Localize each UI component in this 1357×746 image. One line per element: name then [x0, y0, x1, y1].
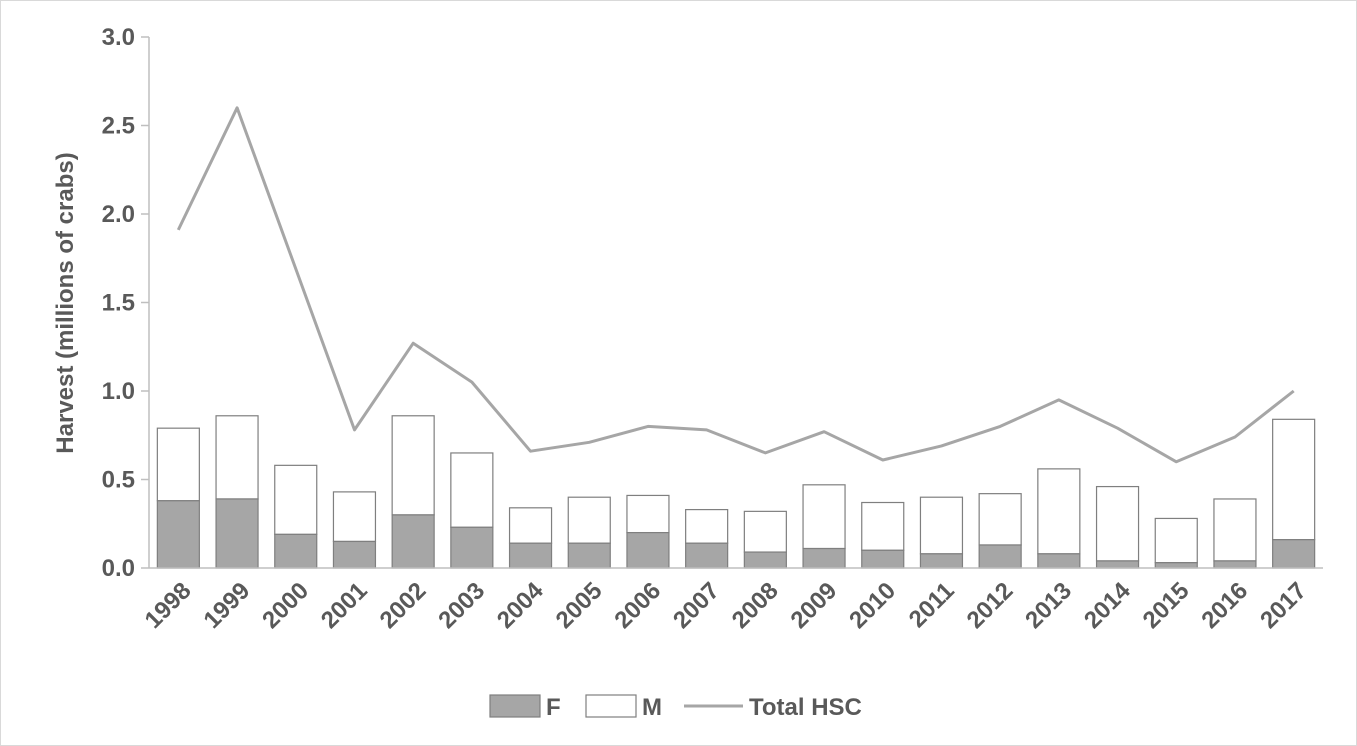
bar-m — [1213, 498, 1257, 562]
x-tick-label: 2015 — [1138, 577, 1195, 634]
bar-m — [508, 507, 553, 544]
legend-label-total-hsc: Total HSC — [749, 694, 862, 721]
bar-f — [626, 531, 670, 569]
bar-m — [567, 496, 611, 544]
legend-swatch-f — [489, 694, 541, 718]
y-axis-title-group: Harvest (millions of crabs) — [52, 152, 79, 453]
bar-m — [1154, 517, 1198, 564]
bar-f — [685, 542, 729, 569]
bar-m — [391, 415, 435, 516]
bar-m — [156, 427, 200, 502]
bar-f — [450, 526, 494, 569]
x-tick-label: 2010 — [844, 577, 901, 634]
bar-m — [332, 491, 377, 543]
bar-f — [156, 500, 200, 569]
bar-f — [567, 542, 611, 569]
bar-m — [861, 501, 905, 551]
line-total-hsc — [176, 106, 1295, 464]
bar-f — [332, 540, 377, 569]
x-tick-label: 2003 — [433, 577, 490, 634]
x-tick-label: 2014 — [1079, 577, 1136, 634]
y-axis-title: Harvest (millions of crabs) — [52, 152, 79, 453]
bar-m — [1272, 418, 1316, 541]
bar-f — [1213, 560, 1257, 569]
legend-swatch-m — [585, 694, 637, 718]
bar-f — [274, 533, 318, 569]
x-tick-label: 2016 — [1196, 577, 1253, 634]
x-tick-label: 2017 — [1255, 577, 1312, 634]
bar-f — [215, 498, 259, 569]
bar-m — [626, 494, 670, 534]
bar-m — [802, 484, 846, 550]
y-tick-label: 2.5 — [102, 113, 135, 140]
legend-label-m: M — [642, 694, 662, 721]
bar-f — [978, 544, 1022, 569]
x-tick-label: 2011 — [904, 577, 960, 633]
legend: F M Total HSC — [489, 694, 862, 721]
total-line-layer — [176, 106, 1295, 464]
y-tick-label: 1.0 — [102, 378, 135, 405]
x-axis: 1998 1999 2000 2001 2002 2003 2004 2005 2006 2007… — [140, 567, 1323, 634]
bar-m — [1037, 468, 1081, 555]
x-tick-label: 2004 — [492, 577, 549, 634]
y-tick-label: 0.5 — [102, 467, 135, 494]
bar-f — [1272, 539, 1316, 569]
x-tick-label: 2008 — [727, 577, 784, 634]
x-tick-label: 1999 — [198, 577, 255, 634]
y-axis: 0.0 0.5 1.0 1.5 2.0 2.5 3.0 — [102, 24, 150, 582]
bars — [156, 415, 1316, 569]
x-tick-label: 2002 — [375, 577, 432, 634]
bar-f — [802, 547, 846, 569]
x-tick-label: 2005 — [551, 577, 608, 634]
x-tick-label: 2001 — [316, 577, 373, 634]
x-tick-label: 2013 — [1020, 577, 1077, 634]
x-tick-label: 2006 — [609, 577, 666, 634]
bar-m — [215, 415, 259, 500]
bar-m — [450, 452, 494, 528]
bar-m — [274, 464, 318, 535]
bar-f — [508, 542, 553, 569]
bar-f — [919, 553, 964, 569]
bar-f — [861, 549, 905, 569]
y-tick-label: 3.0 — [102, 24, 135, 51]
x-tick-label: 2007 — [668, 577, 725, 634]
bar-m — [978, 493, 1022, 546]
bar-f — [1037, 553, 1081, 569]
y-tick-label: 2.0 — [102, 201, 135, 228]
x-tick-label: 2000 — [257, 577, 314, 634]
bar-m — [743, 510, 787, 553]
bar-m — [919, 496, 964, 555]
x-tick-label: 1998 — [140, 577, 197, 634]
x-tick-label: 2009 — [785, 577, 842, 634]
bar-m — [685, 508, 729, 544]
bar-f — [743, 551, 787, 569]
bar-f — [1095, 560, 1140, 569]
x-tick-label: 2012 — [962, 577, 1019, 634]
bar-m — [1095, 485, 1140, 562]
bar-f — [391, 514, 435, 569]
y-tick-label: 0.0 — [102, 555, 135, 582]
bar-f — [1154, 562, 1198, 569]
legend-label-f: F — [546, 694, 561, 721]
y-tick-label: 1.5 — [102, 290, 135, 317]
